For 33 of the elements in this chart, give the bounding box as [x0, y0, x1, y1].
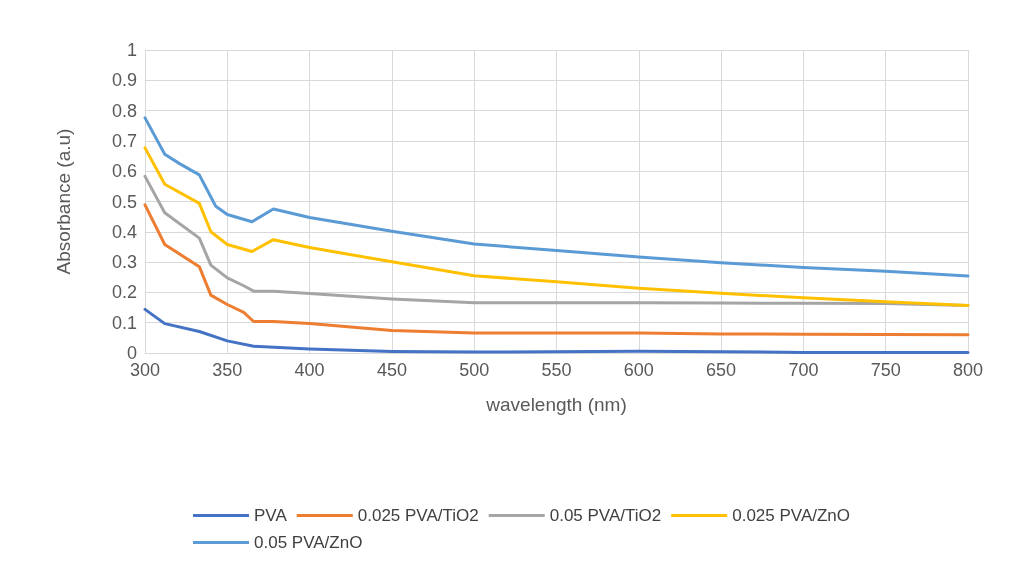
x-tick-label: 700: [788, 360, 819, 380]
y-tick-label: 0.9: [111, 70, 137, 91]
legend-label: 0.025 PVA/TiO2: [357, 506, 479, 525]
x-tick-label: 800: [952, 360, 984, 380]
y-tick-label: 0.7: [111, 130, 137, 151]
legend-label: 0.05 PVA/TiO2: [549, 506, 662, 525]
y-tick-label: 0.2: [111, 282, 137, 303]
x-axis-title: wavelength (nm): [485, 394, 627, 415]
line-series: [143, 116, 970, 278]
y-tick-label: 0.3: [111, 252, 137, 273]
x-tick-label: 450: [376, 360, 407, 380]
line-series: [143, 307, 970, 354]
x-tick-label: 600: [623, 360, 654, 380]
legend-label: PVA: [254, 506, 288, 525]
x-tick-label: 500: [459, 360, 490, 380]
legend-label: 0.025 PVA/ZnO: [732, 506, 851, 525]
y-tick-label: 0.1: [111, 312, 137, 333]
y-axis-title: Absorbance (a.u): [53, 128, 74, 275]
line-series: [143, 203, 970, 337]
y-tick-label: 0.5: [111, 191, 137, 212]
x-tick-label: 400: [294, 360, 325, 380]
x-tick-label: 550: [541, 360, 572, 380]
y-tick-label: 0.4: [111, 221, 137, 242]
legend-label: 0.05 PVA/ZnO: [254, 533, 363, 552]
x-tick-label: 350: [212, 360, 243, 380]
x-tick-label: 750: [870, 360, 901, 380]
y-tick-label: 1: [126, 40, 137, 60]
y-tick-label: 0.6: [111, 161, 137, 182]
y-tick-label: 0: [126, 343, 137, 363]
x-tick-label: 300: [129, 360, 161, 380]
y-tick-label: 0.8: [111, 100, 137, 121]
x-tick-label: 650: [706, 360, 737, 380]
line-series: [143, 146, 970, 307]
